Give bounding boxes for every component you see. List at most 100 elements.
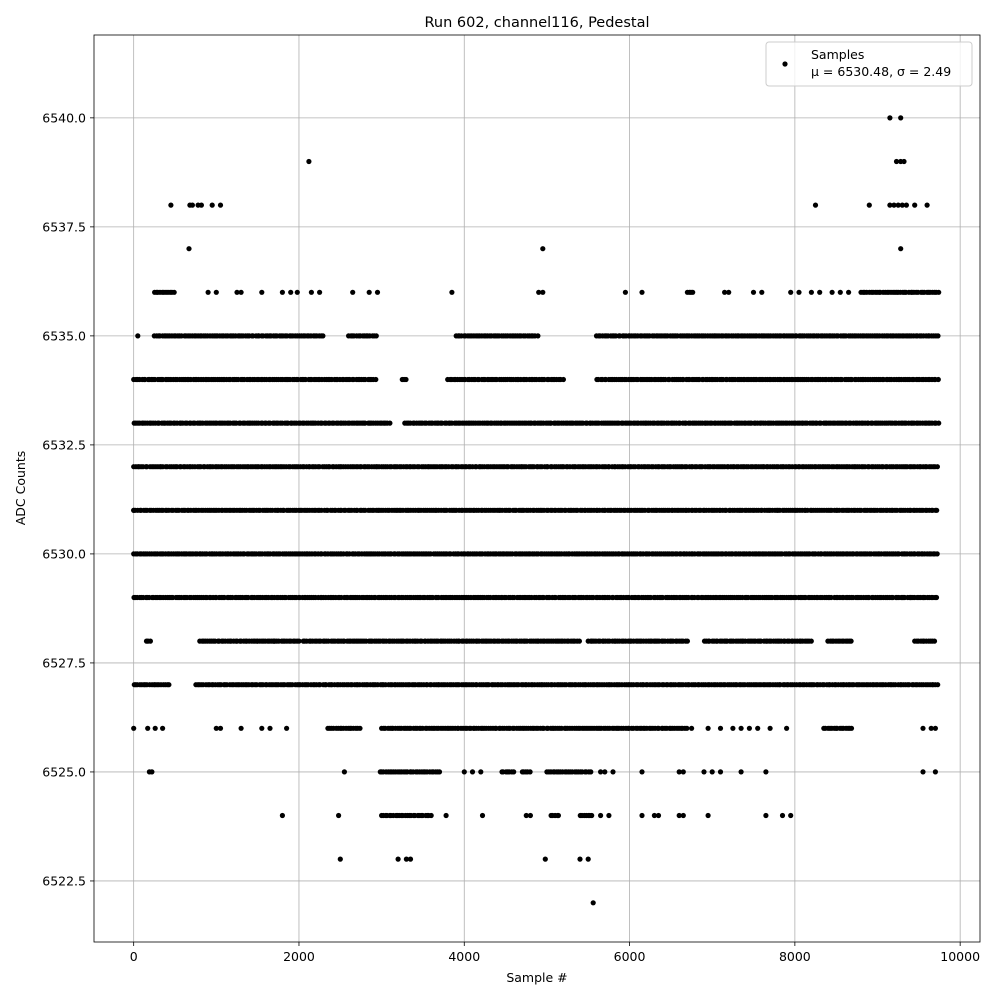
data-point: [271, 638, 277, 644]
data-point: [198, 202, 204, 208]
data-point: [934, 507, 940, 513]
data-point: [788, 289, 794, 295]
data-point: [171, 289, 177, 295]
data-point: [205, 289, 211, 295]
y-axis-label: ADC Counts: [13, 451, 28, 526]
data-point: [680, 812, 686, 819]
data-point: [576, 638, 583, 644]
data-point: [887, 202, 893, 208]
data-point: [936, 420, 942, 426]
data-point: [866, 202, 872, 208]
x-tick-label: 0: [130, 949, 138, 964]
data-point: [746, 725, 753, 731]
data-point: [738, 769, 744, 775]
data-point: [168, 202, 174, 208]
data-point: [932, 769, 939, 775]
data-point: [639, 812, 645, 819]
data-point: [213, 725, 219, 731]
data-point: [898, 115, 904, 121]
y-tick-label: 6535.0: [42, 328, 86, 343]
data-point: [449, 289, 455, 295]
data-points: [131, 115, 942, 906]
data-point: [901, 158, 907, 165]
data-point: [755, 725, 761, 731]
data-point: [767, 725, 773, 731]
data-point: [730, 725, 736, 731]
data-point: [267, 725, 273, 731]
data-point: [131, 725, 137, 731]
data-point: [705, 725, 711, 731]
data-point: [259, 289, 265, 295]
data-point: [217, 725, 224, 731]
legend-series-name: Samples: [811, 47, 864, 62]
chart-title: Run 602, channel116, Pedestal: [424, 15, 649, 31]
data-point: [387, 420, 393, 426]
data-point: [255, 638, 261, 644]
data-point: [606, 812, 612, 819]
legend: Samples μ = 6530.48, σ = 2.49: [765, 41, 973, 87]
data-point: [461, 769, 467, 775]
y-tick-label: 6525.0: [42, 764, 86, 779]
data-point: [186, 246, 192, 252]
data-point: [788, 812, 794, 819]
data-point: [903, 202, 910, 208]
data-point: [149, 769, 155, 775]
legend-marker: [782, 61, 788, 67]
data-point: [585, 856, 591, 862]
data-point: [306, 158, 312, 165]
data-point: [598, 812, 604, 819]
data-point: [934, 551, 940, 557]
data-point: [684, 725, 690, 731]
data-point: [920, 594, 926, 601]
data-point: [294, 289, 300, 295]
data-point: [217, 202, 224, 208]
legend-stats-label: μ = 6530.48, σ = 2.49: [811, 64, 951, 79]
data-point: [428, 812, 434, 819]
data-point: [928, 725, 934, 731]
data-point: [750, 289, 757, 295]
data-point: [763, 812, 769, 819]
y-tick-label: 6530.0: [42, 546, 86, 561]
data-point: [577, 856, 583, 862]
data-point: [796, 289, 802, 295]
data-point: [279, 289, 285, 295]
data-point: [705, 812, 711, 819]
data-point: [135, 333, 141, 339]
data-point: [655, 812, 662, 819]
data-point: [689, 725, 695, 731]
data-point: [403, 376, 409, 383]
data-point: [403, 856, 409, 862]
data-point: [933, 594, 940, 601]
data-point: [469, 769, 476, 775]
data-point: [341, 769, 347, 775]
data-point: [598, 769, 604, 775]
data-point: [908, 594, 914, 601]
data-point: [350, 289, 356, 295]
data-point: [152, 725, 158, 731]
data-point: [680, 769, 686, 775]
data-point: [920, 769, 926, 775]
data-point: [602, 769, 608, 775]
data-point: [590, 900, 596, 906]
data-point: [701, 769, 707, 775]
data-point: [898, 246, 904, 252]
data-point: [808, 289, 815, 295]
data-point: [320, 333, 326, 339]
data-point: [259, 725, 265, 731]
data-point: [812, 202, 819, 208]
data-point: [337, 856, 343, 862]
data-point: [478, 769, 484, 775]
data-point: [848, 638, 854, 644]
data-point: [527, 812, 534, 819]
data-point: [935, 682, 941, 688]
data-point: [527, 769, 533, 775]
data-point: [846, 289, 852, 295]
data-point: [817, 289, 823, 295]
data-point: [808, 638, 814, 644]
data-point: [934, 464, 941, 470]
axis-ticks: 0 2000 4000 6000 8000 10000 6522.5 6525.0 6527.5…: [42, 110, 980, 964]
data-point: [912, 202, 918, 208]
data-point: [690, 289, 696, 295]
y-tick-label: 6540.0: [42, 110, 86, 125]
